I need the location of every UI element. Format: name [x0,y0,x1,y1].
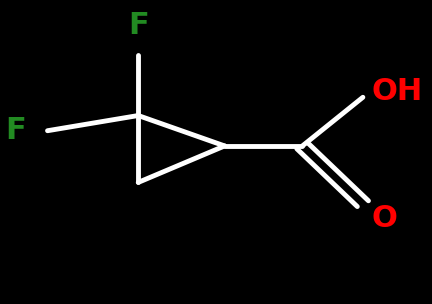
Text: OH: OH [372,77,423,106]
Text: O: O [372,204,397,233]
Text: F: F [128,11,149,40]
Text: F: F [5,116,26,145]
